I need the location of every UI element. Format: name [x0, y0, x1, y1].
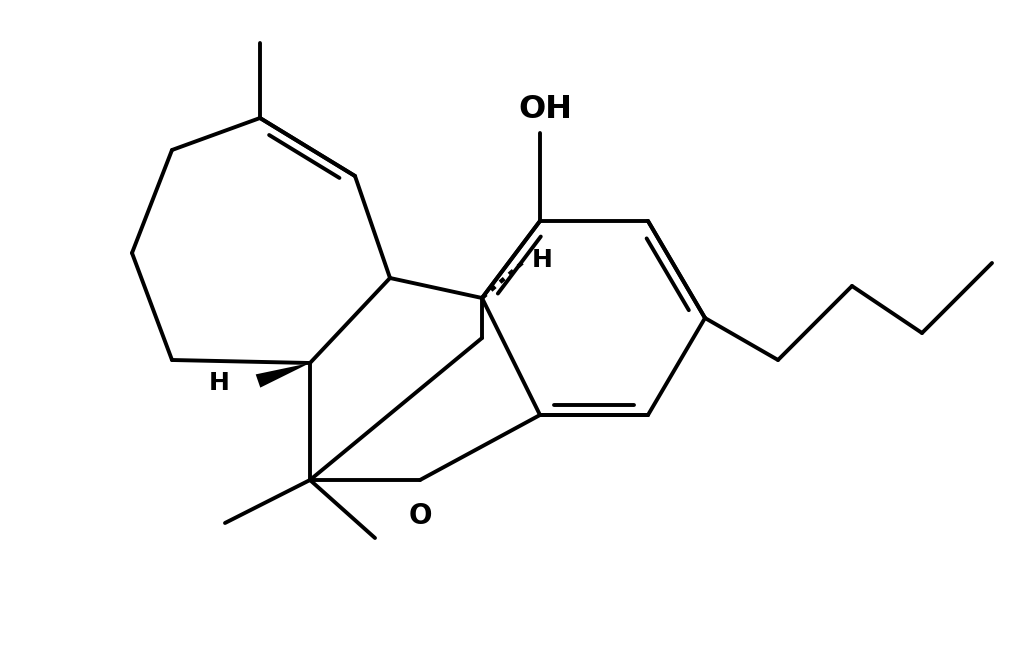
- Polygon shape: [256, 363, 310, 388]
- Text: H: H: [531, 248, 552, 272]
- Text: H: H: [209, 371, 230, 395]
- Text: OH: OH: [518, 94, 572, 125]
- Text: O: O: [409, 502, 432, 530]
